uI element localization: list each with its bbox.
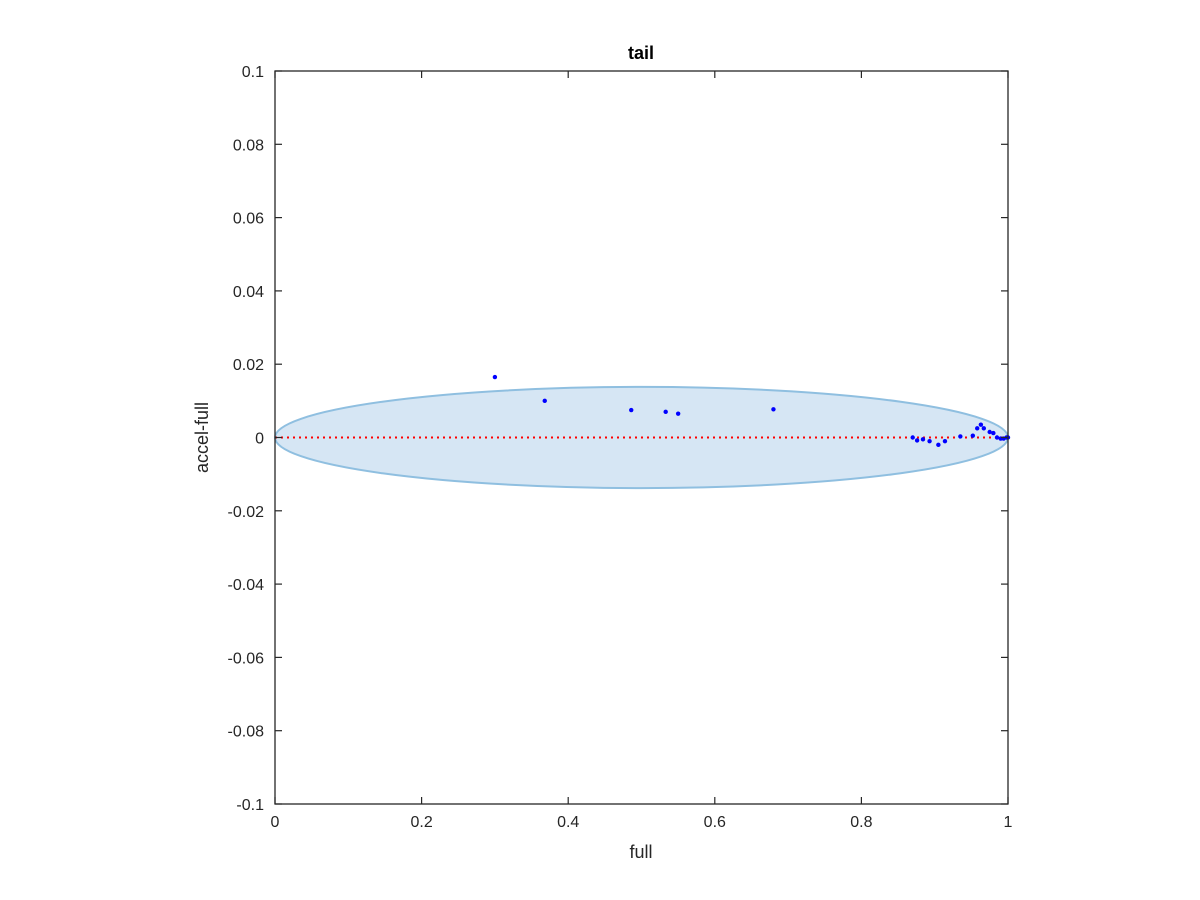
x-axis-title: full: [629, 842, 652, 862]
y-tick-label: 0.08: [233, 137, 264, 154]
data-point: [942, 438, 948, 444]
y-tick-label: -0.02: [228, 504, 265, 521]
data-point: [975, 426, 980, 431]
x-tick-label: 0.4: [557, 814, 579, 831]
data-point: [987, 429, 992, 435]
data-point: [991, 430, 996, 436]
y-tick-label: -0.04: [228, 577, 265, 594]
data-point: [936, 442, 941, 448]
data-point: [970, 433, 976, 438]
data-point: [675, 411, 681, 416]
ticks-layer: 0 0.2 0.4 0.6 0.8 1 -0.1 -0.08 -0.06 -0.04 -0.02 0 0…: [228, 64, 1013, 831]
data-point: [914, 438, 920, 443]
x-tick-label: 0.6: [704, 814, 726, 831]
x-tick-label: 0.2: [410, 814, 432, 831]
data-point: [981, 426, 987, 431]
data-point: [958, 434, 963, 439]
y-tick-label: -0.1: [236, 797, 264, 814]
data-point: [663, 409, 668, 415]
data-point: [994, 435, 1000, 440]
data-point: [978, 422, 984, 427]
data-point: [771, 407, 776, 412]
y-tick-label: -0.06: [228, 650, 265, 667]
x-tick-label: 0: [271, 814, 280, 831]
x-tick-label: 1: [1004, 814, 1013, 831]
y-tick-label: 0: [255, 431, 264, 448]
y-axis-title: accel-full: [192, 402, 212, 473]
chart-title: tail: [628, 43, 654, 63]
y-tick-label: 0.06: [233, 211, 264, 228]
data-point: [920, 437, 926, 442]
plot-area: 0 0.2 0.4 0.6 0.8 1 -0.1 -0.08 -0.06 -0.04 -0.02 0 0…: [228, 64, 1013, 831]
y-tick-label: 0.1: [242, 64, 264, 81]
y-tick-label: -0.08: [228, 724, 265, 741]
x-tick-label: 0.8: [850, 814, 872, 831]
y-tick-label: 0.04: [233, 284, 264, 301]
data-point: [492, 374, 498, 380]
data-point: [927, 438, 932, 444]
data-point: [910, 435, 915, 440]
y-tick-label: 0.02: [233, 357, 264, 374]
data-point: [542, 398, 547, 404]
data-point: [629, 407, 634, 413]
